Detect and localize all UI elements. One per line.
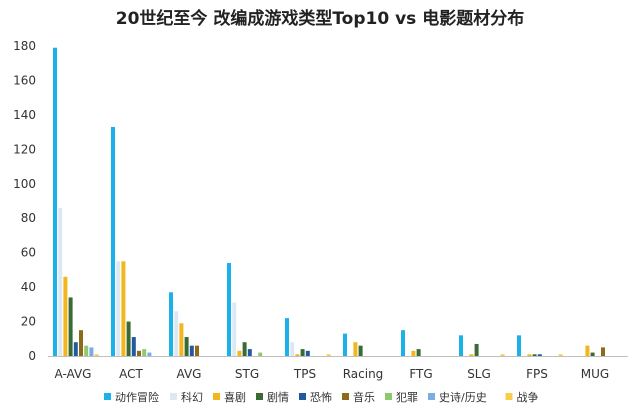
bar [326, 354, 331, 356]
bar [227, 263, 231, 356]
x-tick-label: SLG [467, 367, 491, 381]
bar [517, 335, 521, 356]
bar [290, 342, 295, 356]
bar [258, 352, 263, 356]
bar [174, 311, 179, 356]
bar [285, 318, 289, 356]
bar [459, 335, 463, 356]
bar [601, 347, 605, 356]
bar [53, 47, 57, 356]
legend-swatch [256, 393, 263, 400]
legend-label: 音乐 [353, 390, 375, 404]
x-tick-label: Racing [343, 367, 384, 381]
bar [63, 276, 68, 356]
y-tick-label: 180 [13, 39, 36, 53]
bar [590, 352, 595, 356]
bar [558, 354, 563, 356]
x-tick-label: TPS [293, 367, 316, 381]
y-tick-label: 120 [13, 142, 36, 156]
x-tick-label: FTG [409, 367, 432, 381]
bar [137, 350, 141, 356]
bar [84, 345, 89, 356]
legend-swatch [104, 393, 111, 400]
y-tick-label: 60 [21, 246, 36, 260]
legend-swatch [385, 393, 392, 400]
bar [189, 345, 194, 356]
bar [195, 345, 199, 356]
legend-swatch [213, 393, 220, 400]
bar [300, 349, 305, 356]
bar [237, 350, 242, 356]
bar [469, 354, 474, 356]
legend-swatch [428, 393, 435, 400]
bar [474, 343, 479, 356]
bar [126, 321, 131, 356]
bar [401, 330, 405, 356]
bar [358, 345, 363, 356]
bar [532, 354, 537, 356]
chart-title: 20世纪至今 改编成游戏类型Top10 vs 电影题材分布 [115, 9, 525, 29]
bar [232, 302, 237, 356]
bar [147, 352, 152, 356]
bar [527, 354, 532, 356]
legend-swatch [505, 393, 513, 400]
bar [79, 330, 83, 356]
y-tick-label: 0 [28, 349, 36, 363]
bar [131, 337, 136, 356]
legend-label: 犯罪 [396, 391, 418, 404]
legend-label: 动作冒险 [115, 390, 159, 404]
bar [68, 297, 73, 356]
bar [537, 354, 542, 356]
x-tick-label: MUG [581, 367, 609, 381]
x-tick-label: AVG [177, 367, 202, 381]
y-tick-label: 100 [13, 177, 36, 191]
bar [416, 349, 421, 356]
y-tick-label: 140 [13, 108, 36, 122]
bar [242, 342, 247, 356]
bar [179, 323, 184, 356]
bar [353, 342, 358, 356]
bar [116, 261, 121, 356]
x-tick-label: ACT [119, 367, 143, 381]
bar [169, 292, 173, 356]
legend-label: 战争 [517, 390, 539, 404]
legend-label: 恐怖 [310, 390, 332, 404]
legend-label: 剧情 [267, 391, 289, 404]
y-tick-label: 20 [21, 315, 36, 329]
bar [94, 354, 99, 356]
legend-label: 喜剧 [224, 391, 246, 404]
y-tick-label: 80 [21, 211, 36, 225]
bar [58, 207, 63, 356]
bar [184, 337, 189, 356]
bar [142, 349, 147, 356]
legend-swatch [170, 393, 177, 400]
legend-label: 史诗/历史 [439, 390, 487, 404]
bar [73, 342, 78, 356]
legend-swatch [299, 393, 306, 400]
legend-label: 科幻 [181, 390, 203, 404]
bar [89, 347, 94, 356]
bar [343, 333, 347, 356]
bar [305, 350, 310, 356]
bar [500, 354, 505, 356]
bar [111, 126, 115, 356]
x-tick-label: A-AVG [55, 367, 92, 381]
y-tick-label: 40 [21, 280, 36, 294]
bar [585, 345, 590, 356]
bar [295, 354, 300, 356]
bar [411, 350, 416, 356]
x-tick-label: STG [235, 367, 259, 381]
bar [247, 349, 252, 356]
bar [121, 261, 126, 356]
legend-swatch [342, 393, 349, 400]
y-tick-label: 160 [13, 73, 36, 87]
x-tick-label: FPS [526, 367, 548, 381]
